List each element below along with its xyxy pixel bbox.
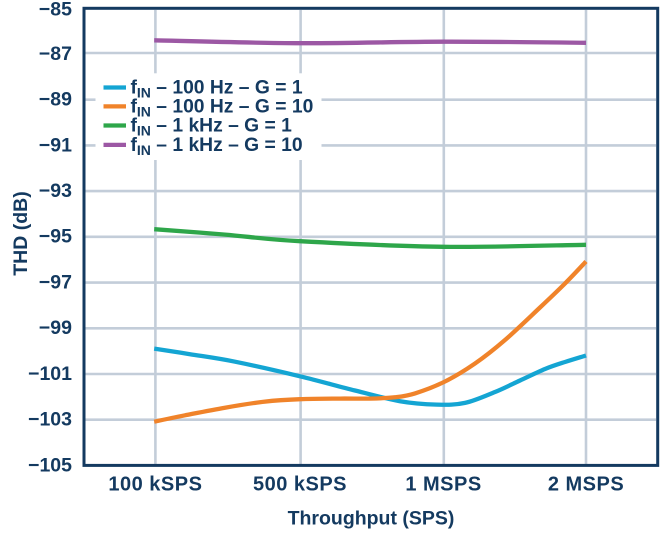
svg-text:−101: −101 [28,363,72,385]
svg-text:−85: −85 [39,0,72,21]
svg-text:−97: −97 [39,272,72,294]
svg-text:fIN – 100 Hz – G = 10: fIN – 100 Hz – G = 10 [131,96,314,119]
svg-text:−91: −91 [39,134,72,156]
svg-text:−99: −99 [39,317,72,339]
svg-text:−93: −93 [39,180,72,202]
svg-text:1 MSPS: 1 MSPS [405,474,481,496]
svg-text:−87: −87 [39,43,72,65]
svg-text:fIN – 100 Hz – G = 1: fIN – 100 Hz – G = 1 [131,78,303,101]
svg-text:2 MSPS: 2 MSPS [548,474,624,496]
svg-text:500 kSPS: 500 kSPS [253,474,347,496]
svg-text:100 kSPS: 100 kSPS [108,474,202,496]
svg-text:fIN – 1 kHz – G = 1: fIN – 1 kHz – G = 1 [131,116,293,139]
svg-text:−89: −89 [39,89,72,111]
svg-text:THD (dB): THD (dB) [10,191,32,275]
svg-text:−95: −95 [39,226,72,248]
svg-text:−103: −103 [28,409,72,431]
svg-text:fIN – 1 kHz – G = 10: fIN – 1 kHz – G = 10 [131,135,303,158]
svg-text:−105: −105 [28,454,72,476]
svg-text:Throughput (SPS): Throughput (SPS) [288,508,455,530]
